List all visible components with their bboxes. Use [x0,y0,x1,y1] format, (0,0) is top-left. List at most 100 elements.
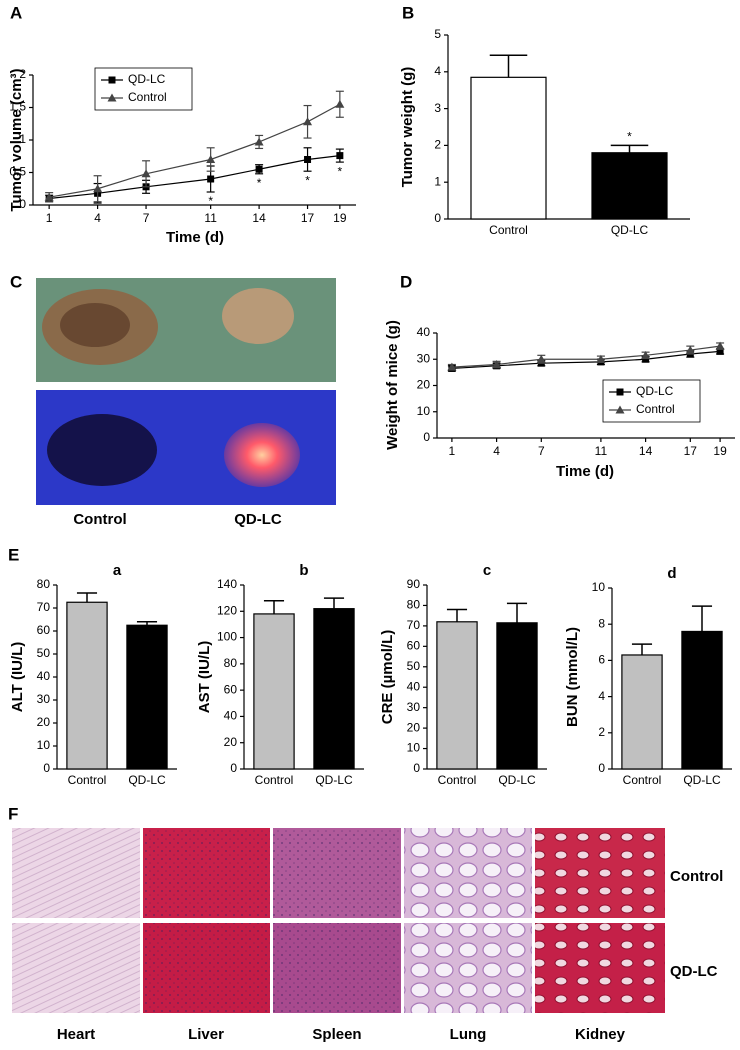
y-tick-label: 60 [224,682,238,696]
legend-label: Control [636,402,675,416]
y-tick-label: 30 [37,692,51,706]
x-tick-label: QD-LC [683,773,721,787]
x-tick-label: 14 [639,444,653,458]
point [596,354,606,363]
x-tick-label: 7 [143,211,150,225]
x-tick-label: 14 [252,211,266,225]
y-axis-label: CRE (µmol/L) [379,630,396,724]
y-tick-label: 5 [434,27,441,41]
histology-grid [12,828,665,1013]
tissue-label: Spleen [312,1026,361,1043]
chart-title: a [113,562,122,579]
y-tick-label: 120 [217,603,237,617]
tumor-qdlc-fl [224,423,300,487]
point [536,354,546,363]
bar [681,630,723,770]
y-tick-label: 0 [43,761,50,775]
bar [470,76,547,220]
point [336,152,344,160]
y-tick-label: 8 [598,616,605,630]
y-tick-label: 20 [224,735,238,749]
y-axis-label: Tumor volume (cm³) [8,68,25,211]
y-tick-label: 3 [434,101,441,115]
point [303,117,313,126]
y-tick-label: 0 [423,430,430,444]
legend-label: Control [128,90,167,104]
annotation: * [208,194,213,208]
x-tick-label: 17 [301,211,315,225]
point [716,347,724,355]
panel-label: C [10,272,22,291]
x-tick-label: QD-LC [498,773,536,787]
y-tick-label: 0.5 [9,165,26,179]
legend-label: QD-LC [636,384,674,398]
panel-label: D [400,272,412,291]
x-tick-label: 19 [713,444,727,458]
y-tick-label: 70 [37,600,51,614]
y-axis-label: BUN (mmol/L) [564,627,581,727]
panel-label: E [8,545,19,564]
y-axis-label: AST (IU/L) [196,641,213,714]
x-axis-label: Time (d) [556,463,614,480]
chart-title: c [483,562,491,579]
x-tick-label: 4 [493,444,500,458]
tumor-control-fl [47,414,157,486]
x-tick-label: 11 [204,211,217,225]
y-tick-label: 80 [224,656,238,670]
series-line [451,345,721,368]
y-tick-label: 0 [230,761,237,775]
y-tick-label: 50 [37,646,51,660]
y-tick-label: 30 [407,700,421,714]
y-tick-label: 10 [592,580,606,594]
y-tick-label: 0 [598,761,605,775]
bar [436,621,478,770]
y-axis-label: Weight of mice (g) [384,320,401,450]
y-tick-label: 2 [598,725,605,739]
point [641,350,651,359]
x-tick-label: Control [489,223,528,237]
point [642,355,650,363]
row-label: Control [670,868,723,885]
legend-marker [108,76,116,84]
annotation: * [257,176,262,190]
y-tick-label: 0 [434,211,441,225]
y-tick-label: 1.5 [9,100,26,114]
bar [126,624,168,770]
tissue-label: Heart [57,1026,95,1043]
x-tick-label: Control [623,773,662,787]
y-tick-label: 20 [407,720,421,734]
bar [253,613,295,770]
annotation: * [338,164,343,178]
tissue-label: Liver [188,1026,224,1043]
point [207,175,215,183]
y-tick-label: 40 [407,679,421,693]
x-axis-label: Time (d) [166,229,224,246]
legend-marker [616,388,624,396]
x-tick-label: 7 [538,444,545,458]
tumor-qdlc [222,288,294,344]
y-tick-label: 0 [413,761,420,775]
x-tick-label: 17 [684,444,698,458]
y-tick-label: 10 [417,404,431,418]
photo-caption: QD-LC [234,511,282,528]
y-tick-label: 4 [598,689,605,703]
x-tick-label: QD-LC [315,773,353,787]
tumor-shade [60,303,130,347]
series-line [49,155,340,200]
x-tick-label: Control [255,773,294,787]
y-tick-label: 10 [37,738,51,752]
y-tick-label: 20 [37,715,51,729]
point [715,341,725,350]
point [685,345,695,354]
point [255,165,263,173]
series-line [49,103,341,198]
row-label: QD-LC [670,963,718,980]
point [447,362,457,371]
point [254,137,264,146]
y-tick-label: 100 [217,630,237,644]
y-tick-label: 140 [217,577,237,591]
y-tick-label: 40 [224,709,238,723]
series-line [451,350,721,370]
point [206,155,216,163]
y-tick-label: 90 [407,577,421,591]
